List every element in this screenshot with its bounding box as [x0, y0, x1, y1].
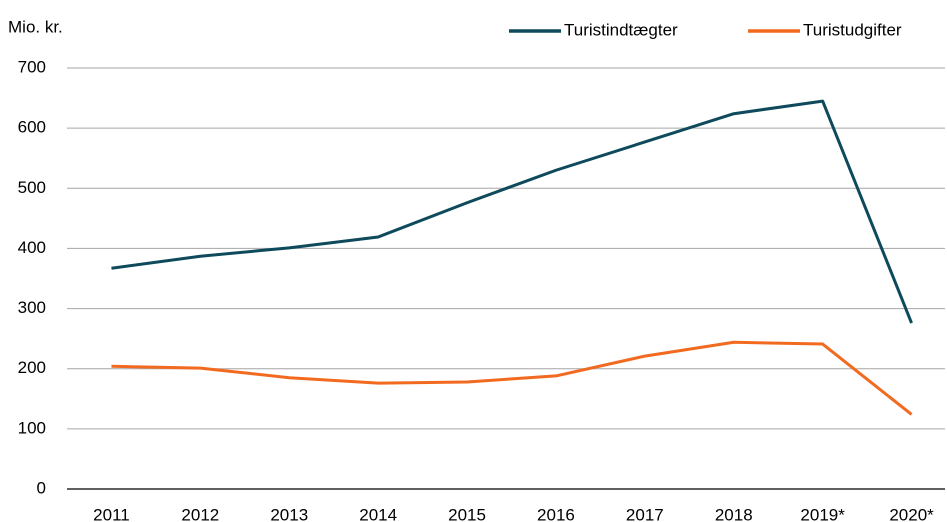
line-series	[111, 99, 913, 324]
legend-label: Turistindtægter	[564, 20, 678, 39]
y-tick-label: 500	[18, 178, 46, 197]
y-tick-label: 200	[18, 358, 46, 377]
y-axis-label: Mio. kr.	[8, 17, 63, 36]
y-tick-label: 600	[18, 118, 46, 137]
legend-label: Turistudgifter	[803, 20, 902, 39]
x-tick-label: 2016	[537, 505, 575, 522]
x-tick-label: 2017	[626, 505, 664, 522]
y-tick-label: 0	[37, 478, 46, 497]
x-tick-label: 2018	[715, 505, 753, 522]
x-tick-label: 2019*	[800, 505, 845, 522]
line-series	[111, 340, 913, 416]
x-tick-label: 2012	[181, 505, 219, 522]
x-tick-label: 2011	[93, 505, 130, 522]
x-tick-label: 2020*	[889, 505, 934, 522]
x-tick-label: 2013	[270, 505, 308, 522]
y-tick-label: 100	[18, 418, 46, 437]
x-tick-label: 2015	[448, 505, 486, 522]
x-tick-label: 2014	[359, 505, 397, 522]
y-tick-label: 700	[18, 57, 46, 76]
y-tick-label: 400	[18, 238, 46, 257]
y-tick-label: 300	[18, 298, 46, 317]
